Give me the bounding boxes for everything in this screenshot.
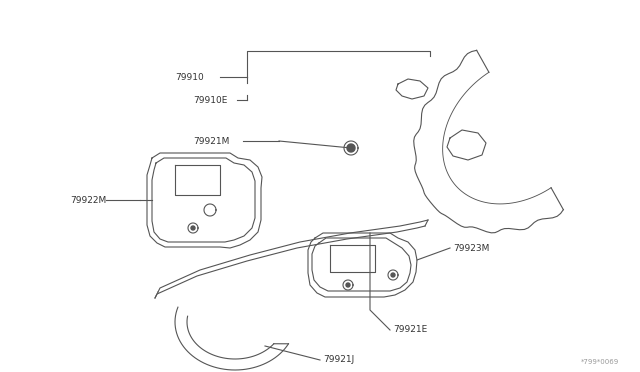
Text: 79921E: 79921E <box>393 326 428 334</box>
Polygon shape <box>346 283 350 287</box>
Text: 79921J: 79921J <box>323 356 355 365</box>
Text: 79921M: 79921M <box>193 137 229 145</box>
Text: *799*0069: *799*0069 <box>581 359 619 365</box>
Text: 79923M: 79923M <box>453 244 490 253</box>
Polygon shape <box>191 226 195 230</box>
Text: 79922M: 79922M <box>70 196 106 205</box>
Polygon shape <box>391 273 395 277</box>
Text: 79910: 79910 <box>175 73 204 81</box>
Text: 79910E: 79910E <box>193 96 227 105</box>
Polygon shape <box>347 144 355 152</box>
